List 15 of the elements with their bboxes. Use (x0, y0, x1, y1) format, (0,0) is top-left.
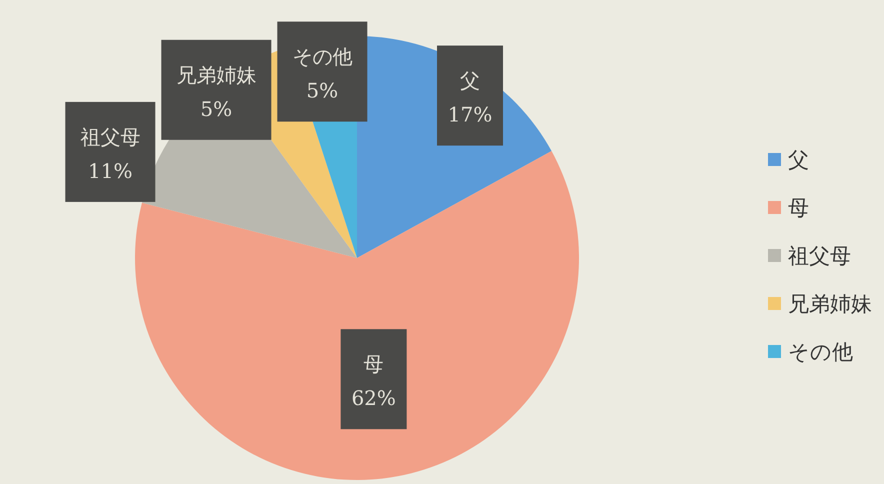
data-label: 17% (448, 102, 492, 127)
data-label: 11% (88, 158, 132, 183)
slice-label: 母 (364, 352, 384, 376)
legend-label: その他 (788, 340, 853, 364)
slice-label: 父 (460, 68, 480, 93)
legend-label: 母 (788, 196, 809, 220)
slice-label: その他 (292, 44, 352, 69)
legend-label: 父 (788, 148, 809, 172)
legend-label: 兄弟姉妹 (788, 292, 872, 316)
slice-label: 祖父母 (80, 124, 140, 149)
legend-label: 祖父母 (788, 244, 851, 268)
data-label: 5% (200, 96, 232, 121)
slice-label: 兄弟姉妹 (176, 62, 256, 87)
data-label: 62% (351, 386, 396, 410)
data-label: 5% (306, 78, 338, 103)
